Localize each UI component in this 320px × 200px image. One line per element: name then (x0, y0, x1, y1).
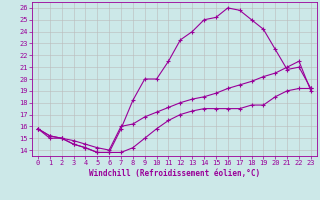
X-axis label: Windchill (Refroidissement éolien,°C): Windchill (Refroidissement éolien,°C) (89, 169, 260, 178)
